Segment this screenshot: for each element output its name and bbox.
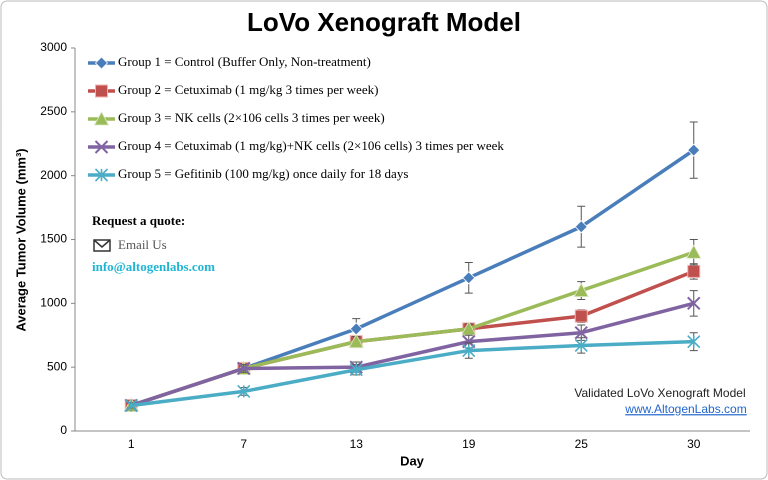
marker	[687, 296, 701, 311]
marker	[237, 384, 251, 398]
y-axis-label: Average Tumor Volume (mm³)	[13, 148, 28, 331]
x-tick-label: 25	[575, 437, 589, 451]
legend-label: Group 4 = Cetuximab (1 mg/kg)+NK cells (…	[118, 138, 504, 153]
marker	[348, 333, 364, 349]
x-tick-label: 30	[687, 437, 701, 451]
marker	[687, 264, 701, 278]
y-tick-label: 500	[47, 359, 67, 373]
marker	[94, 168, 109, 182]
marker	[687, 335, 701, 349]
validated-note: Validated LoVo Xenograft Model	[574, 386, 745, 400]
marker	[574, 338, 588, 353]
series-line	[131, 339, 694, 408]
marker	[574, 309, 588, 323]
legend-label: Group 2 = Cetuximab (1 mg/kg 3 times per…	[118, 82, 378, 97]
quote-heading: Request a quote:	[92, 213, 185, 228]
legend-label: Group 1 = Control (Buffer Only, Non-trea…	[118, 54, 371, 69]
x-axis-label: Day	[400, 453, 425, 468]
series-line	[130, 301, 695, 408]
marker	[686, 244, 702, 259]
marker	[687, 143, 701, 157]
y-tick-label: 3000	[40, 40, 67, 54]
email-us[interactable]: Email Us	[118, 237, 167, 252]
marker	[462, 344, 476, 358]
y-tick-label: 0	[60, 423, 67, 437]
website-link[interactable]: www.AltogenLabs.com	[624, 402, 746, 416]
chart-title: LoVo Xenograft Model	[247, 7, 521, 37]
email-address[interactable]: info@altogenlabs.com	[92, 259, 215, 274]
marker	[573, 282, 589, 297]
marker	[574, 325, 588, 340]
y-tick-label: 1000	[40, 296, 67, 310]
marker	[349, 363, 363, 377]
marker	[95, 84, 108, 98]
legend-label: Group 5 = Gefitinib (100 mg/kg) once dai…	[118, 166, 408, 181]
marker	[124, 398, 138, 413]
x-tick-label: 13	[350, 437, 364, 451]
y-tick-label: 1500	[40, 232, 67, 246]
marker	[94, 140, 109, 154]
x-tick-label: 1	[128, 437, 135, 451]
marker	[237, 361, 251, 376]
x-tick-label: 19	[462, 437, 476, 451]
x-tick-label: 7	[240, 437, 247, 451]
y-tick-label: 2000	[40, 168, 67, 182]
marker	[574, 220, 588, 234]
y-tick-label: 2500	[40, 104, 67, 118]
marker	[94, 56, 109, 70]
legend-label: Group 3 = NK cells (2×106 cells 3 times …	[118, 110, 385, 125]
email-icon	[93, 239, 111, 252]
marker	[462, 271, 476, 285]
marker	[93, 111, 110, 126]
